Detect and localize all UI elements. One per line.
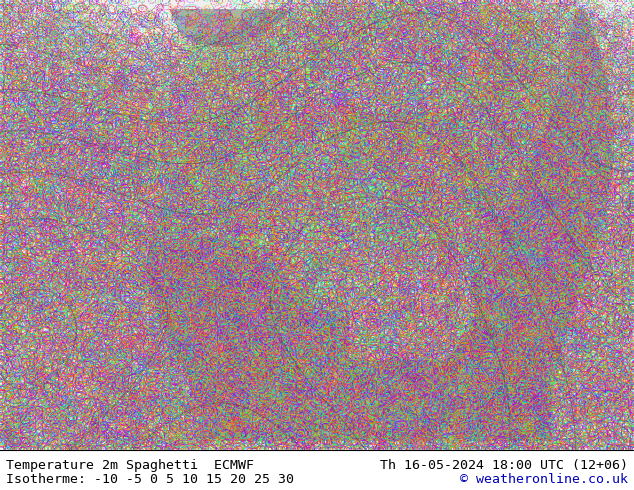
Text: 15: 15 [315,203,326,212]
Text: -5: -5 [320,9,329,18]
Text: -10: -10 [555,0,568,12]
Text: -10: -10 [57,10,70,20]
Text: 20: 20 [53,368,63,378]
Text: 0: 0 [89,103,95,110]
Text: © weatheronline.co.uk: © weatheronline.co.uk [460,473,628,486]
Text: 5: 5 [100,144,106,150]
Text: -5: -5 [533,33,541,42]
Text: Isotherme: -10 -5 0 5 10 15 20 25 30: Isotherme: -10 -5 0 5 10 15 20 25 30 [6,473,294,486]
Text: 10: 10 [130,442,141,453]
Text: 15: 15 [91,419,101,430]
Text: 10: 10 [302,147,313,157]
Text: Th 16-05-2024 18:00 UTC (12+06): Th 16-05-2024 18:00 UTC (12+06) [380,459,628,472]
Text: Temperature 2m Spaghetti  ECMWF: Temperature 2m Spaghetti ECMWF [6,459,254,472]
